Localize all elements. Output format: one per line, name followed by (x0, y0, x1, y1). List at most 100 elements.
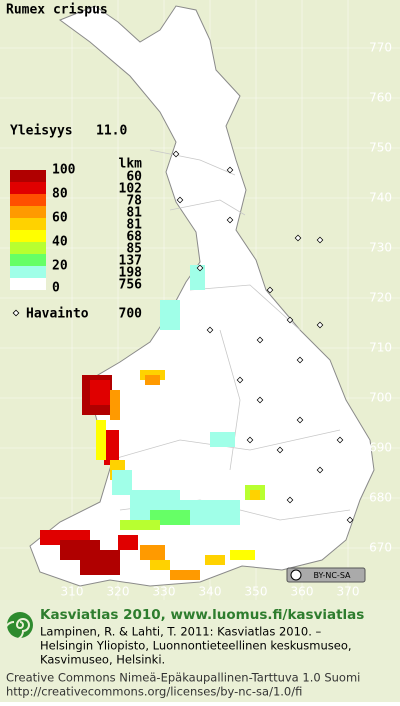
grid-cell (230, 510, 235, 515)
grid-cell (107, 410, 112, 415)
grid-cell (235, 500, 240, 505)
grid-cell (260, 485, 265, 490)
grid-cell (140, 490, 145, 495)
grid-cell (120, 460, 125, 465)
grid-cell (190, 520, 195, 525)
observation-point (346, 516, 354, 524)
observation-label: Havainto (26, 307, 89, 322)
observation-count: 700 (119, 307, 143, 322)
grid-cell (135, 520, 140, 525)
grid-cell (85, 545, 90, 550)
grid-cell (180, 575, 185, 580)
grid-cell (85, 535, 90, 540)
grid-cell (235, 505, 240, 510)
grid-cell (195, 505, 200, 510)
grid-cell (175, 500, 180, 505)
grid-cell (114, 430, 119, 435)
grid-cell (130, 495, 135, 500)
grid-cell (220, 442, 225, 447)
grid-cell (114, 435, 119, 440)
grid-cell (220, 500, 225, 505)
grid-cell (175, 510, 180, 515)
grid-cell (210, 510, 215, 515)
grid-cell (105, 385, 110, 390)
grid-cell (90, 545, 95, 550)
grid-cell (87, 390, 92, 395)
grid-cell (150, 490, 155, 495)
grid-cell (70, 530, 75, 535)
grid-cell (150, 525, 155, 530)
grid-cell (87, 410, 92, 415)
grid-cell (115, 400, 120, 405)
grid-cell (230, 520, 235, 525)
grid-cell (155, 545, 160, 550)
grid-cell (205, 520, 210, 525)
grid-cell (170, 510, 175, 515)
grid-cell (82, 400, 87, 405)
grid-cell (87, 395, 92, 400)
grid-cell (107, 405, 112, 410)
observation-point (286, 496, 294, 504)
grid-cell (130, 490, 135, 495)
grid-cell (65, 545, 70, 550)
northing-label: 700 (369, 391, 392, 405)
legend-count: 60 (126, 170, 142, 185)
grid-cell (135, 505, 140, 510)
observation-point (206, 326, 214, 334)
grid-cell (215, 520, 220, 525)
grid-cell (150, 515, 155, 520)
grid-cell (155, 525, 160, 530)
grid-cell (150, 505, 155, 510)
grid-cell (127, 480, 132, 485)
grid-cell (180, 570, 185, 575)
grid-cell (102, 410, 107, 415)
grid-cell (104, 460, 109, 465)
license-line: http://creativecommons.org/licenses/by-n… (6, 685, 302, 699)
grid-cell (127, 485, 132, 490)
grid-cell (135, 515, 140, 520)
grid-cell (104, 450, 109, 455)
grid-cell (165, 520, 170, 525)
grid-cell (140, 515, 145, 520)
grid-cell (155, 520, 160, 525)
grid-cell (235, 515, 240, 520)
grid-cell (170, 490, 175, 495)
grid-cell (128, 540, 133, 545)
grid-cell (150, 510, 155, 515)
logo-spiral (4, 618, 30, 641)
grid-cell (225, 437, 230, 442)
grid-cell (130, 500, 135, 505)
grid-cell (114, 440, 119, 445)
grid-cell (50, 540, 55, 545)
grid-cell (185, 520, 190, 525)
grid-cell (118, 540, 123, 545)
grid-cell (140, 370, 145, 375)
grid-cell (165, 510, 170, 515)
legend-swatch (10, 170, 46, 182)
northing-label: 690 (369, 441, 392, 455)
grid-cell (80, 535, 85, 540)
grid-cell (155, 565, 160, 570)
grid-cell (180, 510, 185, 515)
grid-cell (155, 560, 160, 565)
grid-cell (75, 555, 80, 560)
grid-cell (100, 565, 105, 570)
grid-cell (87, 405, 92, 410)
northing-label: 770 (369, 41, 392, 55)
grid-cell (110, 560, 115, 565)
grid-cell (200, 275, 205, 280)
grid-cell (82, 395, 87, 400)
easting-label: 320 (107, 585, 130, 599)
grid-cell (96, 445, 101, 450)
grid-cell (170, 575, 175, 580)
grid-cell (115, 460, 120, 465)
grid-cell (255, 490, 260, 495)
grid-cell (110, 390, 115, 395)
grid-cell (110, 465, 115, 470)
grid-cell (127, 475, 132, 480)
grid-cell (95, 565, 100, 570)
grid-cell (100, 400, 105, 405)
grid-cell (110, 570, 115, 575)
grid-cell (115, 570, 120, 575)
grid-cell (145, 500, 150, 505)
